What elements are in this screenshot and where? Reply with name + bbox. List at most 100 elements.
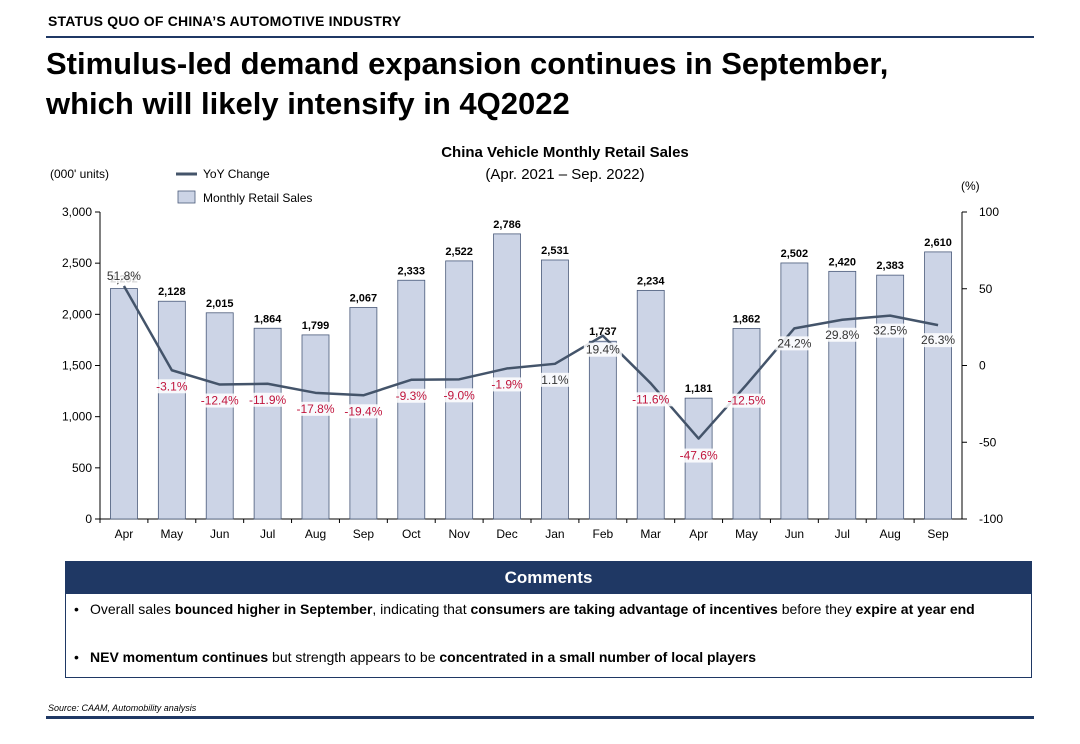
yoy-value-label: -3.1% xyxy=(156,379,188,393)
y-left-tick-label: 500 xyxy=(72,461,92,475)
bar-value-label: 2,610 xyxy=(924,237,952,249)
y-right-tick-label: 100 xyxy=(979,205,999,219)
yoy-label-bg xyxy=(340,404,386,419)
yoy-label-bg xyxy=(488,377,527,392)
yoy-value-label: -9.0% xyxy=(443,388,475,402)
legend-bar-label: Monthly Retail Sales xyxy=(203,191,312,205)
yoy-value-label: 1.1% xyxy=(541,373,569,387)
bar xyxy=(253,327,282,520)
bar-value-label: 2,502 xyxy=(781,248,809,260)
yoy-value-label: -11.9% xyxy=(249,393,286,407)
yoy-label-bg xyxy=(628,392,674,407)
comments-header: Comments xyxy=(66,562,1031,594)
bar-value-label: 1,737 xyxy=(589,326,617,338)
bar xyxy=(876,274,905,520)
yoy-label-bg xyxy=(676,448,722,463)
yoy-label-bg xyxy=(104,268,143,283)
x-tick-label: Mar xyxy=(640,527,661,541)
yoy-label-bg xyxy=(152,379,191,394)
yoy-value-label: 32.5% xyxy=(873,324,907,338)
bar-value-label: 2,786 xyxy=(493,219,521,231)
legend-bar-swatch xyxy=(177,190,196,204)
bar xyxy=(924,251,952,520)
x-tick-label: Jan xyxy=(545,527,564,541)
x-tick-label: Aug xyxy=(305,527,326,541)
x-tick-label: Apr xyxy=(115,527,134,541)
bar-value-label: 2,420 xyxy=(829,256,857,268)
x-tick-label: Oct xyxy=(402,527,421,541)
bar xyxy=(828,270,857,520)
yoy-value-label: 51.8% xyxy=(107,269,141,283)
bar xyxy=(541,259,569,520)
x-tick-label: Feb xyxy=(592,527,613,541)
x-tick-label: Aug xyxy=(879,527,900,541)
x-tick-label: Jul xyxy=(835,527,850,541)
comment-bullet: • xyxy=(74,601,79,617)
bar-value-label: 2,067 xyxy=(350,292,378,304)
comment-2-run-3: concentrated in a small number of local … xyxy=(439,649,757,665)
yoy-label-bg xyxy=(539,372,571,387)
retail-sales-chart: China Vehicle Monthly Retail Sales (Apr. … xyxy=(50,144,1003,541)
x-tick-label: Sep xyxy=(927,527,949,541)
bar-value-label: 1,799 xyxy=(302,320,330,332)
yoy-value-label: -17.8% xyxy=(296,402,334,416)
x-tick-label: Apr xyxy=(689,527,708,541)
comment-text-1: Overall sales bounced higher in Septembe… xyxy=(90,599,1021,619)
x-tick-label: Jul xyxy=(260,527,275,541)
x-tick-label: Jun xyxy=(785,527,804,541)
bar-value-label: 2,015 xyxy=(206,298,234,310)
page-title-line-2: which will likely intensify in 4Q2022 xyxy=(46,86,570,121)
y-left-tick-label: 3,000 xyxy=(62,205,92,219)
x-tick-label: Dec xyxy=(496,527,517,541)
yoy-label-bg xyxy=(440,388,479,403)
yoy-label-bg xyxy=(775,336,814,351)
y-right-tick-label: 0 xyxy=(979,359,986,373)
yoy-label-bg xyxy=(293,401,338,416)
x-tick-label: Sep xyxy=(353,527,375,541)
bar xyxy=(493,233,521,520)
bar-value-label: 1,181 xyxy=(685,383,713,395)
yoy-line xyxy=(122,285,939,440)
yoy-label-bg xyxy=(919,333,958,348)
page-title: Stimulus-led demand expansion continues … xyxy=(46,44,1036,124)
yoy-value-label: -11.6% xyxy=(632,392,669,406)
y-right-unit: (%) xyxy=(961,179,980,193)
bar-value-label: 1,864 xyxy=(254,313,282,325)
comment-item-1: • Overall sales bounced higher in Septem… xyxy=(74,599,1021,619)
comment-item-2: • NEV momentum continues but strength ap… xyxy=(74,647,1021,667)
comment-bullet: • xyxy=(74,649,79,665)
yoy-value-label: -12.5% xyxy=(727,394,765,408)
y-left-tick-label: 0 xyxy=(85,512,92,526)
comments-panel: Comments • Overall sales bounced higher … xyxy=(65,561,1032,678)
comment-1-run-5: before they xyxy=(777,601,856,617)
section-tag: STATUS QUO OF CHINA’S AUTOMOTIVE INDUSTR… xyxy=(48,13,402,29)
y-left-tick-label: 2,500 xyxy=(62,256,92,270)
bar xyxy=(732,328,761,520)
y-right-tick-label: -50 xyxy=(979,435,997,449)
yoy-value-label: -1.9% xyxy=(491,377,523,391)
bar-value-label: 2,234 xyxy=(637,275,665,287)
yoy-label-bg xyxy=(871,323,910,338)
bar xyxy=(301,334,330,520)
yoy-label-bg xyxy=(245,392,291,407)
bar-value-label: 2,383 xyxy=(876,260,904,272)
bar-value-label: 2,333 xyxy=(398,265,426,277)
yoy-value-label: -12.4% xyxy=(201,394,239,408)
x-tick-label: May xyxy=(735,527,758,541)
bar-value-label: 2,531 xyxy=(541,245,569,257)
yoy-label-bg xyxy=(583,342,622,357)
y-left-tick-label: 1,000 xyxy=(62,410,92,424)
bar-value-label: 2,128 xyxy=(158,286,186,298)
yoy-value-label: -19.4% xyxy=(344,404,382,418)
yoy-value-label: -47.6% xyxy=(680,449,718,463)
comment-1-run-3: , indicating that xyxy=(372,601,471,617)
y-left-tick-label: 1,500 xyxy=(62,359,92,373)
comment-1-run-2: bounced higher in September xyxy=(174,601,373,617)
bar xyxy=(205,312,234,520)
yoy-value-label: 19.4% xyxy=(586,343,620,357)
bar-value-label: 2,522 xyxy=(445,246,473,258)
bar xyxy=(157,300,186,520)
yoy-label-bg xyxy=(724,393,769,408)
yoy-label-bg xyxy=(392,388,431,403)
yoy-value-label: 26.3% xyxy=(921,333,955,347)
